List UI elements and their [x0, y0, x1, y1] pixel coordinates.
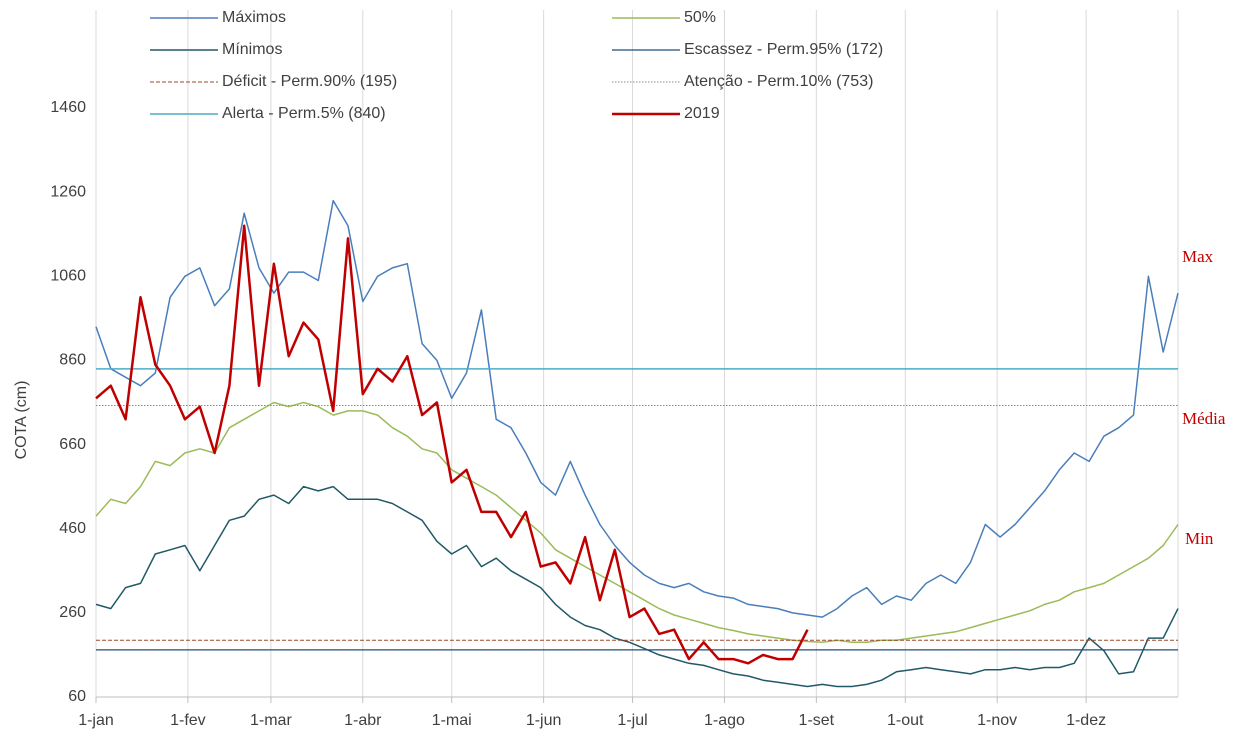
legend-label: Atenção - Perm.10% (753) [684, 73, 873, 90]
y-tick-label: 260 [59, 604, 86, 621]
x-tick-label: 1-abr [344, 712, 382, 729]
x-tick-label: 1-dez [1066, 712, 1106, 729]
x-tick-label: 1-jan [78, 712, 114, 729]
x-tick-label: 1-ago [704, 712, 745, 729]
legend-label: Alerta - Perm.5% (840) [222, 105, 386, 122]
series-line [95, 485, 1179, 688]
x-tick-label: 1-mar [250, 712, 292, 729]
y-tick-label: 460 [59, 520, 86, 537]
legend-label: Mínimos [222, 41, 282, 58]
x-tick-label: 1-set [799, 712, 835, 729]
legend-label: 2019 [684, 105, 720, 122]
series-line [95, 401, 1179, 644]
y-tick-label: 60 [68, 688, 86, 705]
y-tick-label: 1260 [50, 183, 86, 200]
x-tick-label: 1-jun [526, 712, 562, 729]
x-tick-label: 1-out [887, 712, 924, 729]
y-tick-label: 660 [59, 436, 86, 453]
series-line [95, 224, 809, 665]
x-tick-label: 1-jul [617, 712, 647, 729]
legend-label: Escassez - Perm.95% (172) [684, 41, 883, 58]
y-tick-label: 860 [59, 352, 86, 369]
annotation: Média [1182, 409, 1226, 428]
series-line [95, 199, 1179, 618]
y-tick-label: 1460 [50, 99, 86, 116]
annotation: Min [1185, 529, 1214, 548]
legend-label: 50% [684, 9, 716, 26]
legend-label: Máximos [222, 9, 286, 26]
y-tick-label: 1060 [50, 268, 86, 285]
x-tick-label: 1-fev [170, 712, 206, 729]
annotation: Max [1182, 247, 1214, 266]
x-tick-label: 1-mai [432, 712, 472, 729]
legend-label: Déficit - Perm.90% (195) [222, 73, 397, 90]
y-axis-label: COTA (cm) [13, 381, 30, 460]
x-tick-label: 1-nov [977, 712, 1017, 729]
